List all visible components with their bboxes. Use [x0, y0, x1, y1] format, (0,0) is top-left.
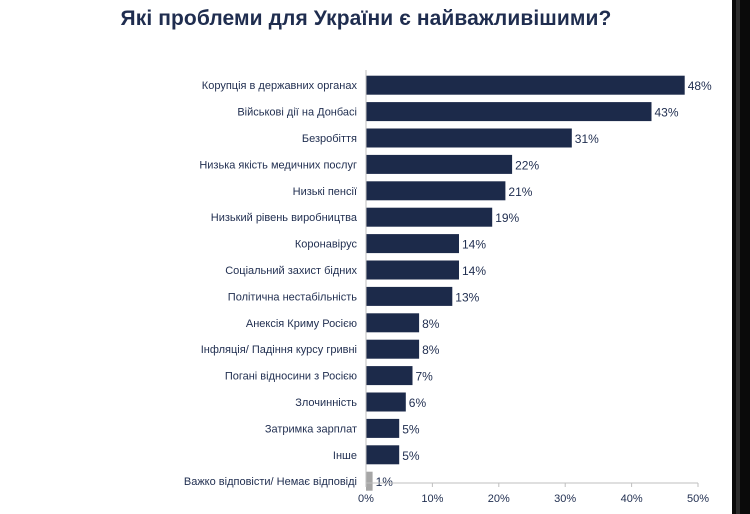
bar: [366, 75, 685, 95]
x-tick-label: 20%: [488, 493, 510, 505]
category-label: Безробіття: [302, 133, 357, 145]
data-label: 6%: [409, 396, 427, 410]
data-label: 22%: [515, 158, 539, 172]
bar: [366, 128, 572, 148]
data-label: 21%: [508, 185, 532, 199]
category-label: Анексія Криму Росією: [246, 318, 357, 330]
category-label: Важко відповісти/ Немає відповіді: [184, 476, 357, 488]
bar: [366, 181, 506, 201]
data-label: 13%: [455, 290, 479, 304]
data-label: 8%: [422, 317, 440, 331]
bar: [366, 234, 459, 254]
bar: [366, 260, 459, 280]
category-label: Військові дії на Донбасі: [237, 107, 357, 119]
category-label: Погані відносини з Росією: [225, 371, 357, 383]
category-label: Коронавірус: [295, 239, 358, 251]
data-label: 43%: [655, 106, 679, 120]
bar: [366, 339, 420, 359]
data-label: 5%: [402, 422, 420, 436]
category-label: Низький рівень виробництва: [211, 212, 358, 224]
category-label: Низькі пенсії: [293, 186, 357, 198]
data-label: 8%: [422, 343, 440, 357]
data-label: 14%: [462, 238, 486, 252]
data-label: 5%: [402, 449, 420, 463]
chart-title: Які проблеми для України є найважливішим…: [120, 7, 612, 30]
data-label: 1%: [376, 475, 394, 489]
bar: [366, 102, 652, 122]
bar: [366, 418, 400, 438]
bar: [366, 471, 373, 491]
category-label: Корупція в державних органах: [202, 80, 358, 92]
data-label: 48%: [688, 79, 712, 93]
data-label: 31%: [575, 132, 599, 146]
bar: [366, 207, 493, 227]
category-label: Низька якість медичних послуг: [199, 159, 357, 171]
bar: [366, 366, 413, 386]
category-label: Соціальний захист бідних: [225, 265, 357, 277]
data-label: 7%: [416, 370, 434, 384]
data-label: 14%: [462, 264, 486, 278]
screen-edge: [732, 0, 750, 514]
bar: [366, 154, 513, 174]
bar: [366, 445, 400, 465]
x-tick-label: 10%: [421, 493, 443, 505]
category-label: Злочинність: [295, 397, 357, 409]
category-label: Політична нестабільність: [228, 291, 357, 303]
x-tick-label: 50%: [687, 493, 709, 505]
category-label: Інфляція/ Падіння курсу гривні: [201, 344, 357, 356]
x-tick-label: 0%: [358, 493, 374, 505]
bar: [366, 313, 420, 333]
x-tick-label: 30%: [554, 493, 576, 505]
bar: [366, 392, 406, 412]
data-label: 19%: [495, 211, 519, 225]
category-label: Затримка зарплат: [265, 423, 357, 435]
category-label: Інше: [333, 450, 357, 462]
bar: [366, 286, 453, 306]
x-tick-label: 40%: [621, 493, 643, 505]
bar-chart: Корупція в державних органах 48% Військові…: [184, 70, 712, 505]
